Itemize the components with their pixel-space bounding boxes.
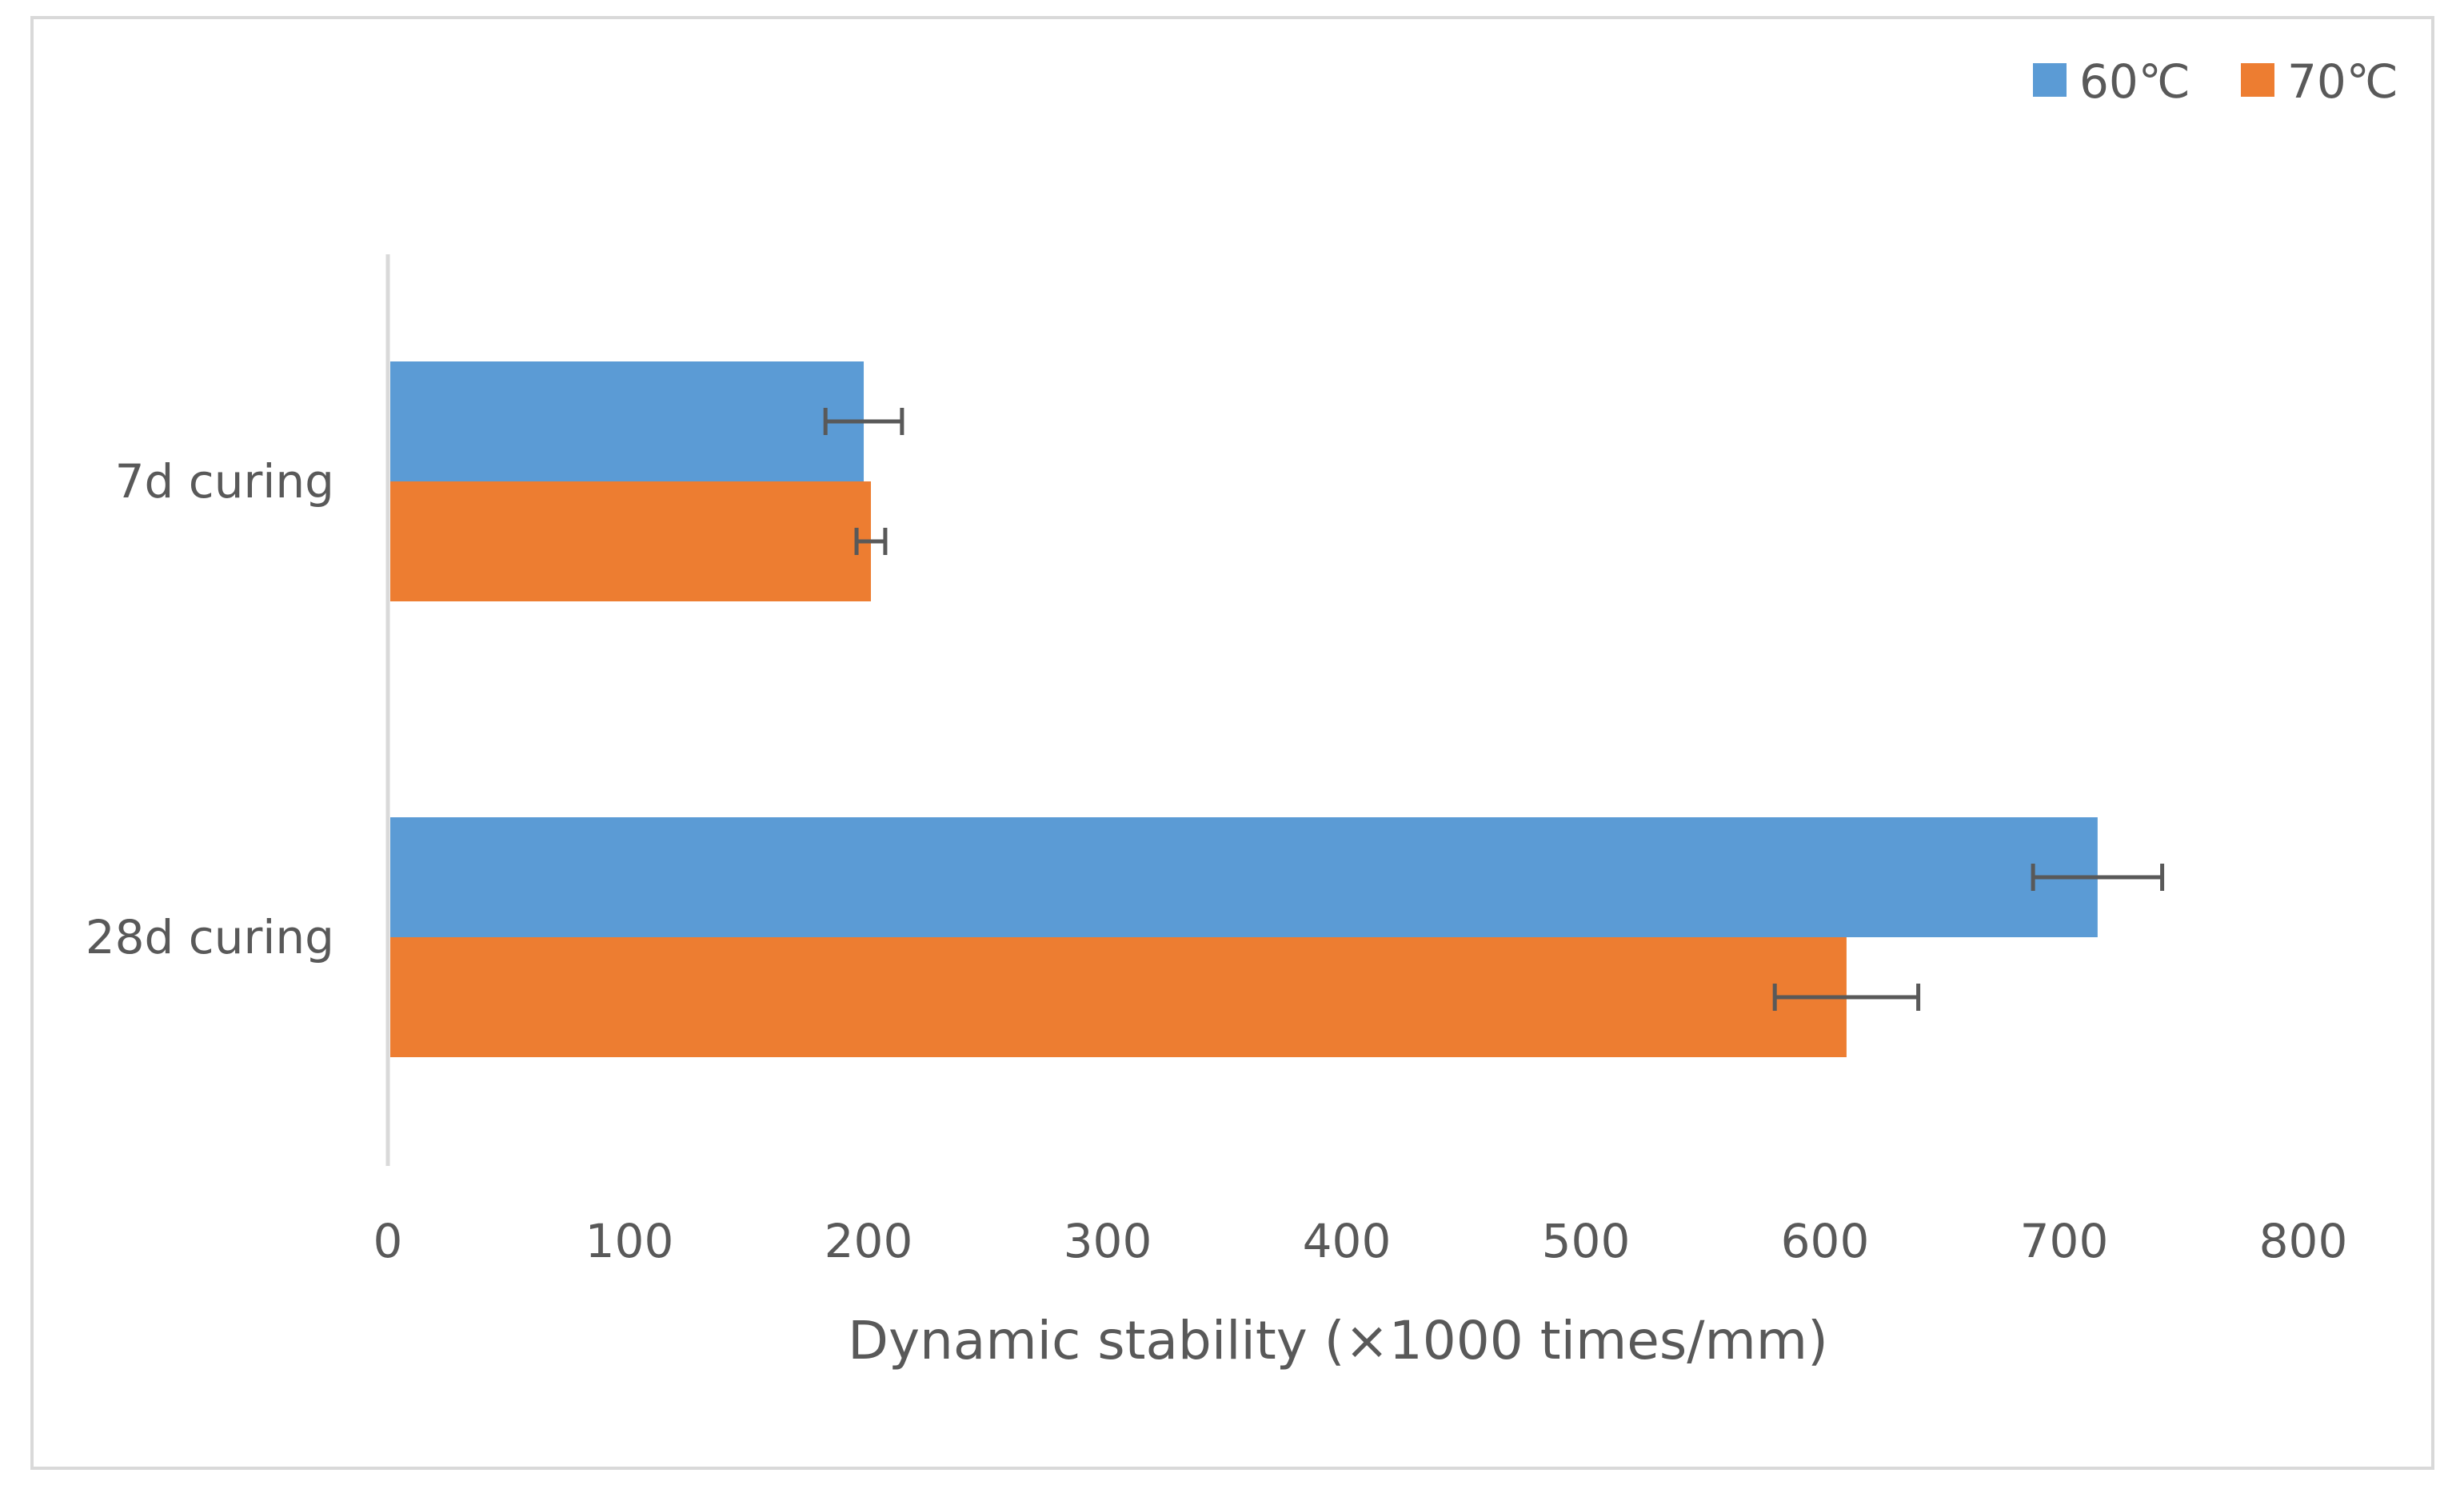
category-labels: 7d curing 28d curing bbox=[86, 454, 334, 964]
x-tick-label-600: 600 bbox=[1781, 1214, 1870, 1268]
error-bar-7d-series-1 bbox=[823, 408, 905, 435]
legend-label-1: 60℃ bbox=[2079, 54, 2190, 109]
legend-label-2: 70℃ bbox=[2287, 54, 2398, 109]
x-tick-label-200: 200 bbox=[825, 1214, 913, 1268]
category-label-7d: 7d curing bbox=[115, 454, 334, 509]
legend-item-2: 70℃ bbox=[2241, 54, 2398, 109]
x-tick-label-300: 300 bbox=[1064, 1214, 1152, 1268]
legend-swatch-1 bbox=[2033, 63, 2067, 97]
bar-28d-series-2 bbox=[390, 937, 1847, 1057]
bar-7d-series-2 bbox=[390, 481, 871, 601]
legend-item-1: 60℃ bbox=[2033, 54, 2190, 109]
x-tick-label-100: 100 bbox=[585, 1214, 674, 1268]
bar-7d-series-1 bbox=[390, 361, 865, 481]
x-tick-label-800: 800 bbox=[2259, 1214, 2348, 1268]
legend: 60℃ 70℃ bbox=[2033, 54, 2398, 109]
chart-frame bbox=[30, 16, 2434, 1470]
x-tick-label-700: 700 bbox=[2020, 1214, 2109, 1268]
x-tick-label-500: 500 bbox=[1542, 1214, 1631, 1268]
category-label-28d: 28d curing bbox=[86, 910, 334, 964]
x-tick-label-0: 0 bbox=[373, 1214, 403, 1268]
error-bars-layer bbox=[823, 408, 2165, 1011]
bars-layer bbox=[390, 361, 2098, 1057]
x-tick-label-400: 400 bbox=[1303, 1214, 1392, 1268]
error-bar-28d-series-1 bbox=[2031, 864, 2165, 891]
error-bar-28d-series-2 bbox=[1772, 984, 1921, 1011]
x-tick-labels: 0 100 200 300 400 500 600 700 800 bbox=[373, 1214, 2348, 1268]
bar-28d-series-1 bbox=[390, 817, 2098, 937]
x-axis-title: Dynamic stability (×1000 times/mm) bbox=[848, 1310, 1828, 1371]
error-bar-7d-series-2 bbox=[854, 528, 888, 555]
legend-swatch-2 bbox=[2241, 63, 2274, 97]
